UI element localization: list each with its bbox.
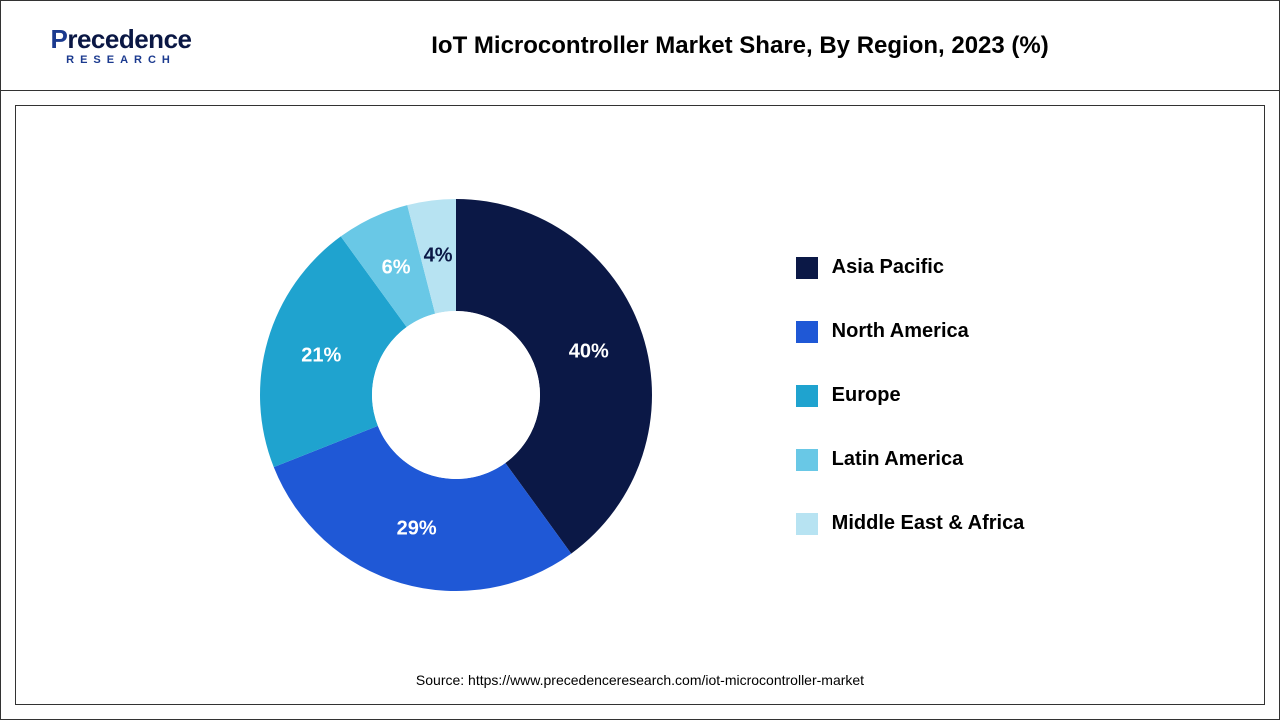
chart-title: IoT Microcontroller Market Share, By Reg… — [221, 32, 1259, 60]
brand-rest: recedence — [67, 24, 191, 54]
header: Precedence RESEARCH IoT Microcontroller … — [1, 1, 1279, 91]
legend-swatch — [796, 449, 818, 471]
report-frame: Precedence RESEARCH IoT Microcontroller … — [0, 0, 1280, 720]
donut-hole — [372, 311, 540, 479]
donut-svg — [256, 195, 656, 595]
legend-item: Middle East & Africa — [796, 511, 1025, 535]
legend-item: Asia Pacific — [796, 255, 1025, 279]
legend-swatch — [796, 385, 818, 407]
legend-item: Latin America — [796, 447, 1025, 471]
legend-item: North America — [796, 319, 1025, 343]
legend-swatch — [796, 321, 818, 343]
chart-panel: 40%29%21%6%4% Asia Pacific North America E… — [15, 105, 1265, 705]
source-text: Source: https://www.precedenceresearch.c… — [56, 664, 1224, 692]
legend-label: Europe — [832, 383, 901, 407]
brand-sub: RESEARCH — [66, 54, 176, 66]
legend-swatch — [796, 513, 818, 535]
brand-logo: Precedence RESEARCH — [21, 26, 221, 66]
brand-initial: P — [51, 24, 68, 54]
legend-swatch — [796, 257, 818, 279]
legend-label: North America — [832, 319, 969, 343]
chart-row: 40%29%21%6%4% Asia Pacific North America E… — [56, 126, 1224, 664]
donut-chart: 40%29%21%6%4% — [256, 195, 656, 595]
legend-item: Europe — [796, 383, 1025, 407]
title-wrap: IoT Microcontroller Market Share, By Reg… — [221, 32, 1259, 60]
legend: Asia Pacific North America Europe Latin Ame… — [796, 255, 1025, 535]
legend-label: Latin America — [832, 447, 964, 471]
legend-label: Asia Pacific — [832, 255, 944, 279]
brand-name: Precedence — [51, 26, 192, 52]
legend-label: Middle East & Africa — [832, 511, 1025, 535]
